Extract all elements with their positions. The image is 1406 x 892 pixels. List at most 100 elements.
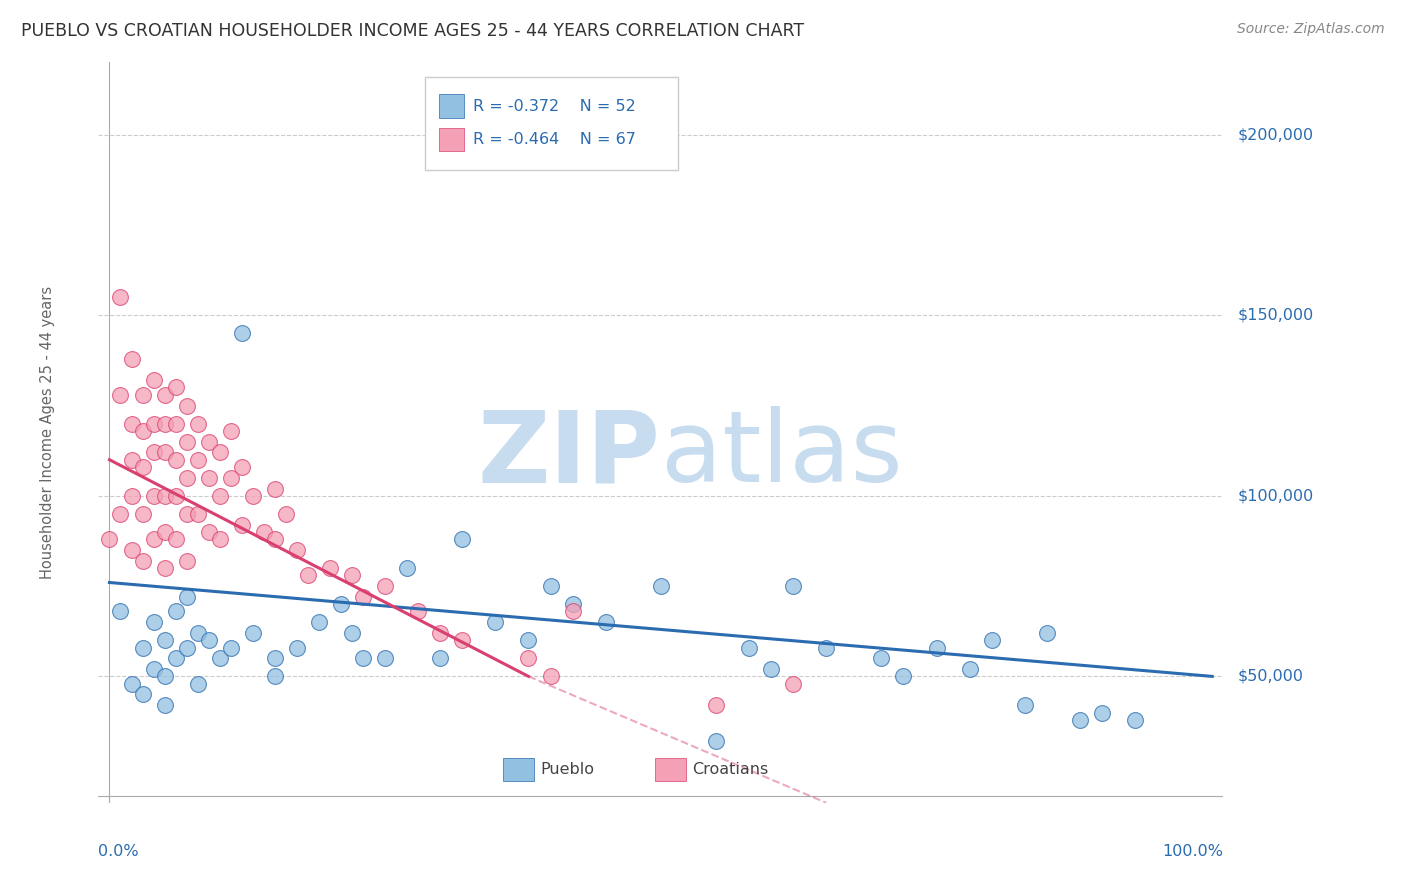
- Text: atlas: atlas: [661, 407, 903, 503]
- Point: [285, 640, 308, 655]
- Point: [308, 615, 330, 630]
- Point: [176, 399, 198, 413]
- FancyBboxPatch shape: [655, 758, 686, 780]
- Text: $100,000: $100,000: [1237, 488, 1315, 503]
- Point: [142, 417, 165, 431]
- Point: [208, 532, 231, 546]
- Point: [231, 326, 253, 341]
- Point: [396, 561, 419, 575]
- Point: [231, 517, 253, 532]
- Point: [374, 651, 396, 665]
- Point: [153, 669, 176, 683]
- Point: [759, 662, 782, 676]
- Point: [484, 615, 506, 630]
- Point: [1123, 713, 1146, 727]
- Point: [870, 651, 893, 665]
- Point: [242, 489, 264, 503]
- Point: [959, 662, 981, 676]
- Point: [142, 532, 165, 546]
- Point: [131, 554, 153, 568]
- Point: [176, 640, 198, 655]
- Point: [1036, 626, 1059, 640]
- Point: [197, 633, 219, 648]
- Point: [165, 532, 187, 546]
- Point: [263, 482, 285, 496]
- Point: [142, 662, 165, 676]
- Text: $150,000: $150,000: [1237, 308, 1315, 323]
- Point: [176, 471, 198, 485]
- FancyBboxPatch shape: [439, 95, 464, 118]
- Text: R = -0.464    N = 67: R = -0.464 N = 67: [472, 132, 636, 147]
- Point: [263, 532, 285, 546]
- Point: [142, 615, 165, 630]
- Point: [352, 651, 374, 665]
- Point: [451, 532, 474, 546]
- Point: [285, 543, 308, 558]
- Point: [131, 387, 153, 401]
- Point: [340, 568, 363, 582]
- Point: [187, 452, 209, 467]
- Point: [595, 615, 617, 630]
- Point: [176, 507, 198, 521]
- Text: ZIP: ZIP: [478, 407, 661, 503]
- Point: [297, 568, 319, 582]
- Text: $50,000: $50,000: [1237, 669, 1303, 684]
- Point: [131, 507, 153, 521]
- Point: [121, 489, 143, 503]
- Point: [197, 471, 219, 485]
- Point: [187, 626, 209, 640]
- FancyBboxPatch shape: [425, 78, 678, 169]
- Point: [142, 445, 165, 459]
- Point: [540, 669, 562, 683]
- Point: [231, 459, 253, 474]
- Point: [165, 452, 187, 467]
- Point: [242, 626, 264, 640]
- Point: [1069, 713, 1091, 727]
- FancyBboxPatch shape: [503, 758, 534, 780]
- Point: [253, 524, 276, 539]
- Point: [219, 471, 242, 485]
- Point: [561, 604, 583, 618]
- Point: [893, 669, 915, 683]
- Point: [131, 688, 153, 702]
- Text: $200,000: $200,000: [1237, 128, 1315, 142]
- Point: [165, 489, 187, 503]
- Point: [165, 604, 187, 618]
- Point: [650, 579, 672, 593]
- Point: [980, 633, 1002, 648]
- Point: [121, 676, 143, 690]
- Text: Pueblo: Pueblo: [540, 762, 595, 777]
- Point: [153, 489, 176, 503]
- Point: [165, 651, 187, 665]
- Point: [153, 633, 176, 648]
- Text: Householder Income Ages 25 - 44 years: Householder Income Ages 25 - 44 years: [41, 286, 55, 579]
- Point: [110, 387, 132, 401]
- Point: [406, 604, 429, 618]
- Point: [429, 651, 451, 665]
- Point: [330, 597, 353, 611]
- Text: PUEBLO VS CROATIAN HOUSEHOLDER INCOME AGES 25 - 44 YEARS CORRELATION CHART: PUEBLO VS CROATIAN HOUSEHOLDER INCOME AG…: [21, 22, 804, 40]
- FancyBboxPatch shape: [439, 128, 464, 152]
- Point: [98, 532, 121, 546]
- Point: [165, 380, 187, 394]
- Point: [153, 524, 176, 539]
- Point: [153, 387, 176, 401]
- Point: [815, 640, 838, 655]
- Point: [517, 651, 540, 665]
- Point: [208, 489, 231, 503]
- Point: [319, 561, 342, 575]
- Point: [153, 561, 176, 575]
- Point: [197, 434, 219, 449]
- Point: [374, 579, 396, 593]
- Text: 100.0%: 100.0%: [1163, 844, 1223, 858]
- Point: [121, 452, 143, 467]
- Point: [451, 633, 474, 648]
- Point: [540, 579, 562, 593]
- Point: [187, 507, 209, 521]
- Point: [925, 640, 948, 655]
- Point: [110, 507, 132, 521]
- Text: 0.0%: 0.0%: [98, 844, 139, 858]
- Point: [131, 640, 153, 655]
- Point: [187, 676, 209, 690]
- Point: [429, 626, 451, 640]
